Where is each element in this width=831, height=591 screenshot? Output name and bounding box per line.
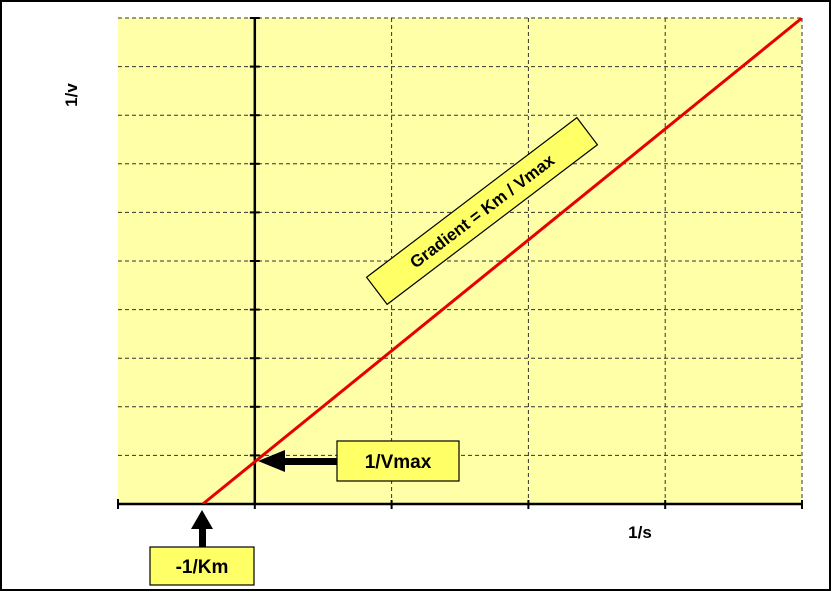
series-layer <box>201 18 802 504</box>
axes <box>117 17 803 509</box>
y-axis-label: 1/v <box>62 83 81 107</box>
vmax-label-box <box>336 440 460 482</box>
series-line <box>201 18 802 504</box>
km-annotation: -1/Km <box>149 510 255 586</box>
km-label: -1/Km <box>176 557 229 578</box>
vmax-annotation: 1/Vmax <box>258 440 460 482</box>
grid-lines <box>118 17 803 504</box>
vmax-label: 1/Vmax <box>365 452 432 473</box>
x-axis-label: 1/s <box>628 523 652 542</box>
gradient-label-box <box>365 116 599 306</box>
vmax-arrow-head <box>258 450 285 472</box>
km-arrow-head <box>191 510 213 529</box>
km-arrow-shaft <box>199 527 206 547</box>
vmax-arrow-shaft <box>282 458 337 465</box>
